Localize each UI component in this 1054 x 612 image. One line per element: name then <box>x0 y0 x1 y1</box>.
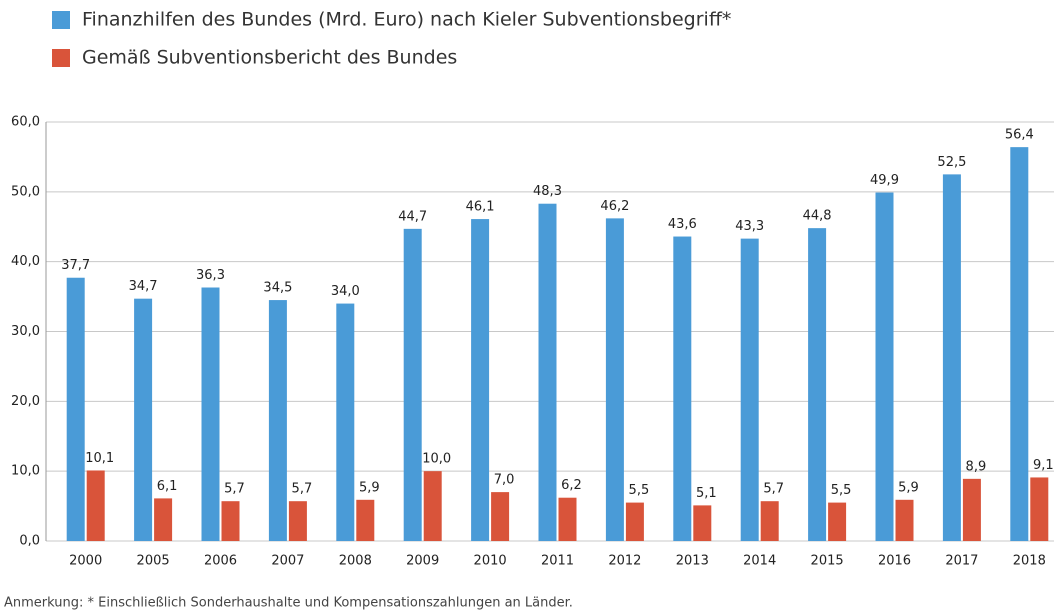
bar <box>86 470 105 541</box>
bar <box>875 192 894 541</box>
bar <box>895 499 914 541</box>
value-label: 52,5 <box>937 155 966 170</box>
value-label: 5,9 <box>359 480 380 495</box>
value-label: 43,3 <box>735 219 764 234</box>
value-label: 10,0 <box>422 452 451 467</box>
bar <box>558 497 577 541</box>
y-tick-label: 0,0 <box>19 534 40 549</box>
x-tick-label: 2014 <box>743 554 776 569</box>
x-tick-label: 2006 <box>204 554 237 569</box>
bar <box>201 287 220 541</box>
bar <box>288 501 307 541</box>
value-label: 46,1 <box>466 200 495 215</box>
bar <box>403 228 422 541</box>
bar <box>134 298 153 541</box>
bar <box>268 300 287 541</box>
bar <box>760 501 779 541</box>
x-tick-label: 2013 <box>676 554 709 569</box>
bar <box>673 236 692 541</box>
y-tick-label: 20,0 <box>11 394 40 409</box>
bar <box>808 228 827 541</box>
value-label: 6,2 <box>561 478 582 493</box>
value-label: 5,7 <box>763 482 784 497</box>
x-tick-label: 2016 <box>878 554 911 569</box>
bar <box>740 238 759 541</box>
bar <box>693 505 712 541</box>
bar <box>962 478 981 541</box>
y-tick-label: 60,0 <box>11 115 40 130</box>
bar <box>538 203 557 541</box>
x-tick-label: 2018 <box>1013 554 1046 569</box>
y-tick-label: 10,0 <box>11 464 40 479</box>
value-label: 5,5 <box>629 483 650 498</box>
value-label: 34,0 <box>331 284 360 299</box>
bar <box>221 501 240 541</box>
value-label: 37,7 <box>61 258 90 273</box>
value-label: 44,8 <box>803 209 832 224</box>
value-label: 48,3 <box>533 184 562 199</box>
y-tick-label: 30,0 <box>11 324 40 339</box>
bar <box>491 492 510 541</box>
value-label: 5,7 <box>292 482 313 497</box>
bar <box>471 219 490 541</box>
footnote: Anmerkung: * Einschließlich Sonderhausha… <box>4 596 573 611</box>
x-tick-label: 2000 <box>69 554 102 569</box>
legend-swatch <box>52 11 70 29</box>
x-tick-label: 2011 <box>541 554 574 569</box>
x-tick-label: 2008 <box>339 554 372 569</box>
value-label: 34,7 <box>129 279 158 294</box>
value-label: 34,5 <box>263 281 292 296</box>
bar <box>1010 147 1029 541</box>
value-label: 5,7 <box>224 482 245 497</box>
x-tick-label: 2009 <box>406 554 439 569</box>
x-tick-label: 2012 <box>608 554 641 569</box>
value-label: 10,1 <box>85 451 114 466</box>
x-tick-label: 2015 <box>811 554 844 569</box>
bar <box>356 499 375 541</box>
x-tick-label: 2010 <box>474 554 507 569</box>
bar <box>1030 477 1049 541</box>
value-label: 8,9 <box>966 459 987 474</box>
value-label: 49,9 <box>870 173 899 188</box>
y-tick-label: 50,0 <box>11 184 40 199</box>
bar <box>154 498 173 541</box>
x-tick-label: 2007 <box>271 554 304 569</box>
value-label: 5,9 <box>898 480 919 495</box>
value-label: 43,6 <box>668 217 697 232</box>
x-tick-label: 2017 <box>945 554 978 569</box>
y-tick-label: 40,0 <box>11 254 40 269</box>
value-label: 44,7 <box>398 209 427 224</box>
value-label: 9,1 <box>1033 458 1054 473</box>
value-label: 56,4 <box>1005 128 1034 143</box>
bar <box>423 471 442 541</box>
value-label: 5,1 <box>696 486 717 501</box>
bar <box>828 502 847 541</box>
value-label: 46,2 <box>600 199 629 214</box>
bar <box>942 174 961 541</box>
legend-swatch <box>52 49 70 67</box>
legend-label: Finanzhilfen des Bundes (Mrd. Euro) nach… <box>82 9 731 31</box>
value-label: 5,5 <box>831 483 852 498</box>
value-label: 6,1 <box>157 479 178 494</box>
value-label: 7,0 <box>494 473 515 488</box>
x-tick-label: 2005 <box>137 554 170 569</box>
bar <box>625 502 644 541</box>
legend-label: Gemäß Subventionsbericht des Bundes <box>82 47 457 69</box>
bar <box>605 218 624 541</box>
bar <box>66 277 85 541</box>
bar <box>336 303 355 541</box>
value-label: 36,3 <box>196 268 225 283</box>
